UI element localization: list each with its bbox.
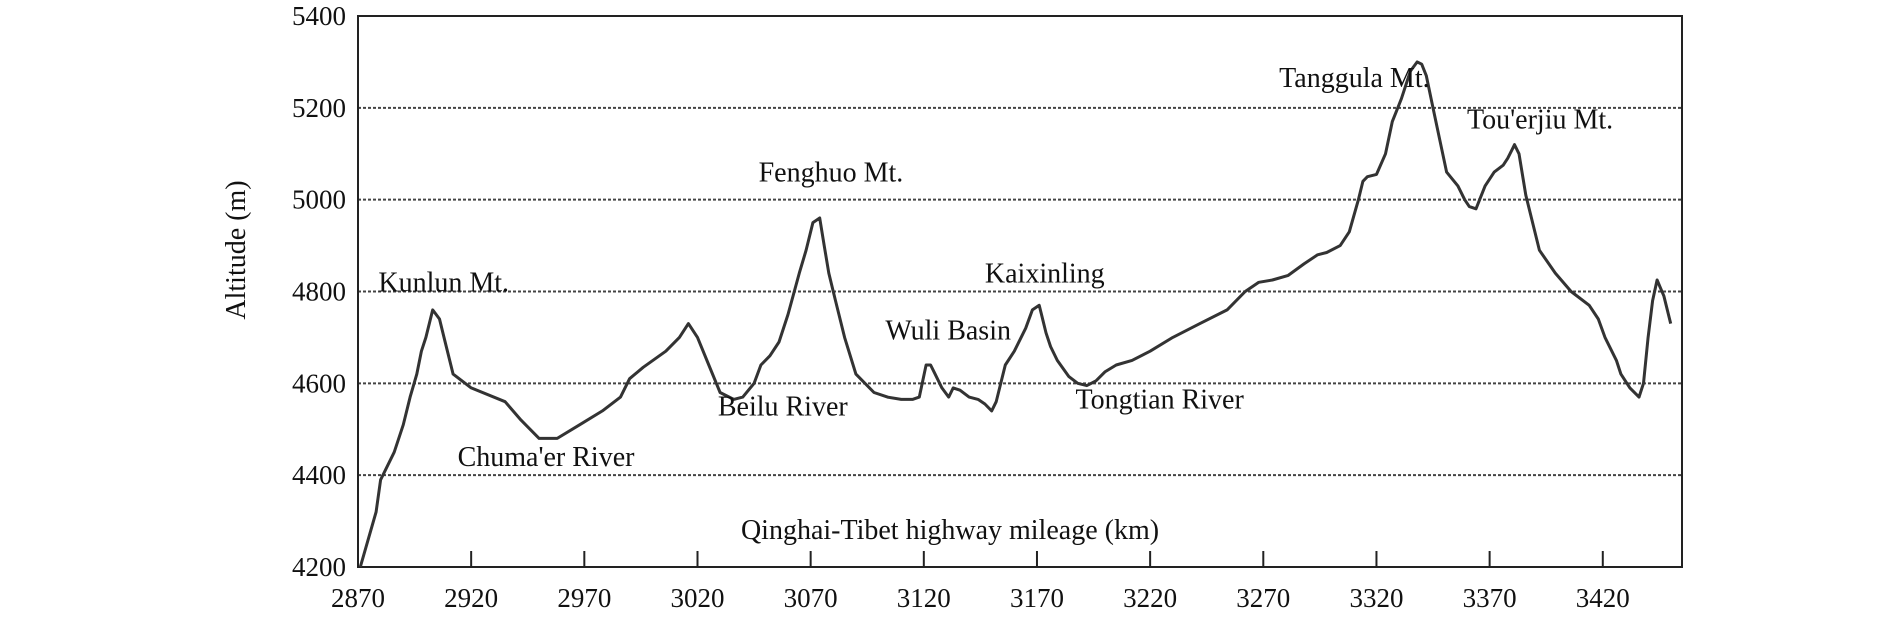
annotations: Kunlun Mt. Chuma'er River Beilu River Fengh…: [378, 63, 1613, 473]
x-tick-label: 3120: [897, 583, 951, 613]
annotation-label: Chuma'er River: [458, 442, 636, 473]
y-tick-label: 4200: [292, 552, 346, 582]
grid-lines: [358, 106, 1682, 477]
altitude-line: [358, 60, 1673, 568]
x-tick-label: 3370: [1463, 583, 1517, 613]
x-axis-label: Qinghai-Tibet highway mileage (km): [741, 515, 1159, 546]
y-axis-label: Altitude (m): [221, 180, 252, 319]
annotation-label: Fenghuo Mt.: [759, 157, 904, 188]
y-tick-label: 5400: [292, 1, 346, 31]
x-tick-label: 2870: [331, 583, 385, 613]
annotation-label: Kunlun Mt.: [378, 268, 509, 299]
x-tick-label: 2920: [444, 583, 498, 613]
annotation-label: Tou'erjiu Mt.: [1467, 104, 1613, 135]
x-axis: 2870 2920 2970 3020 3070 3120 3170 3220 3270 3320…: [331, 551, 1630, 613]
x-tick-label: 3020: [670, 583, 724, 613]
annotation-label: Kaixinling: [985, 258, 1105, 289]
x-tick-label: 3220: [1123, 583, 1177, 613]
y-tick-label: 5000: [292, 185, 346, 215]
x-tick-label: 3420: [1576, 583, 1630, 613]
x-tick-label: 3070: [784, 583, 838, 613]
y-tick-label: 4400: [292, 460, 346, 490]
y-tick-label: 5200: [292, 93, 346, 123]
annotation-label: Beilu River: [718, 391, 849, 422]
y-axis: 4200 4400 4600 4800 5000 5200 5400: [292, 1, 346, 582]
annotation-label: Tanggula Mt.: [1279, 63, 1429, 94]
plot-frame: [357, 15, 1683, 568]
x-tick-label: 3270: [1236, 583, 1290, 613]
annotation-label: Tongtian River: [1075, 385, 1244, 416]
x-tick-label: 3320: [1349, 583, 1403, 613]
annotation-label: Wuli Basin: [885, 316, 1011, 347]
y-tick-label: 4600: [292, 368, 346, 398]
x-tick-label: 2970: [557, 583, 611, 613]
y-tick-label: 4800: [292, 277, 346, 307]
x-tick-label: 3170: [1010, 583, 1064, 613]
